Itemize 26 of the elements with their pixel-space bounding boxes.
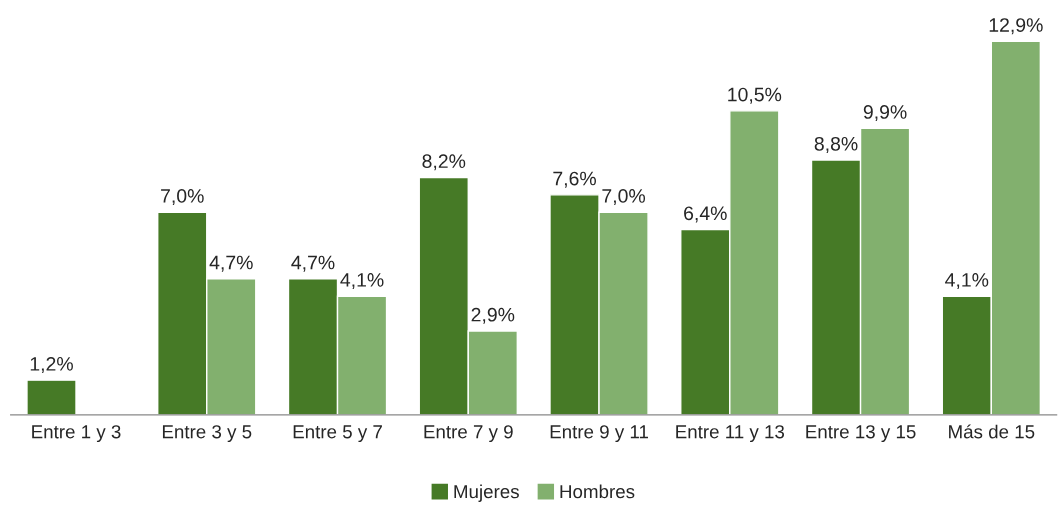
data-label: 10,5% xyxy=(728,87,782,104)
data-label: 7,0% xyxy=(161,189,204,206)
legend-label: Hombres xyxy=(560,484,635,499)
data-label: 6,4% xyxy=(684,206,727,223)
data-label: 1,2% xyxy=(30,357,73,374)
x-tick-label: Entre 1 y 3 xyxy=(32,425,121,443)
x-tick-label: Entre 13 y 15 xyxy=(806,425,916,443)
data-label: 7,0% xyxy=(602,189,646,206)
x-tick-label: Entre 5 y 7 xyxy=(293,425,382,443)
legend-label: Mujeres xyxy=(454,484,519,502)
data-label: 4,1% xyxy=(945,273,989,290)
data-label: 8,2% xyxy=(422,154,466,171)
data-label: 9,9% xyxy=(863,105,907,122)
data-label: 4,7% xyxy=(291,255,335,272)
data-label: 7,6% xyxy=(553,171,596,188)
x-tick-label: Entre 3 y 5 xyxy=(162,425,252,443)
data-label: 4,7% xyxy=(209,255,253,272)
bar xyxy=(26,379,77,415)
x-tick-label: Más de 15 xyxy=(949,424,1035,439)
data-label: 12,9% xyxy=(989,18,1043,35)
x-tick-label: Entre 9 y 11 xyxy=(550,425,648,443)
data-label: 4,1% xyxy=(340,273,384,290)
data-label: 2,9% xyxy=(471,307,515,324)
x-tick-label: Entre 7 y 9 xyxy=(424,425,513,443)
x-tick-label: Entre 11 y 13 xyxy=(676,425,785,443)
data-label: 8,8% xyxy=(814,136,858,153)
